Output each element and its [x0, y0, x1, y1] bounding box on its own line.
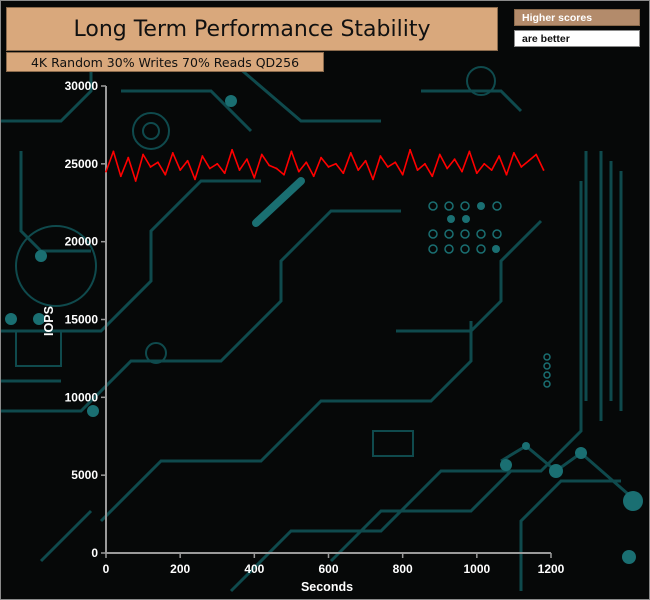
x-tick-label: 0 — [103, 562, 110, 576]
data-point — [379, 155, 382, 157]
data-point — [483, 162, 486, 165]
x-tick-label: 400 — [244, 562, 264, 576]
data-point — [208, 167, 211, 170]
data-point — [542, 169, 545, 171]
data-point — [327, 166, 330, 168]
data-point — [216, 162, 219, 165]
data-point — [409, 148, 411, 151]
data-point — [312, 175, 315, 178]
data-point — [275, 167, 278, 170]
y-tick-label: 10000 — [65, 390, 99, 404]
data-point — [535, 153, 538, 156]
data-point — [342, 172, 345, 175]
data-point — [231, 148, 233, 151]
note-are-better: are better — [514, 30, 640, 47]
data-point — [246, 158, 248, 161]
chart-subtitle-box: 4K Random 30% Writes 70% Reads QD256 — [6, 52, 324, 72]
x-tick-label: 600 — [318, 562, 338, 576]
data-point — [201, 155, 204, 157]
y-tick-label: 0 — [91, 546, 98, 560]
data-point — [290, 150, 293, 153]
x-axis-title: Seconds — [301, 580, 353, 594]
y-axis-title: IOPS — [42, 306, 56, 336]
y-tick-label: 15000 — [65, 313, 99, 327]
data-point — [438, 153, 441, 156]
data-point — [134, 180, 137, 182]
data-point — [357, 169, 360, 171]
data-point — [127, 156, 130, 159]
data-point — [424, 162, 426, 165]
x-tick-label: 200 — [170, 562, 190, 576]
note-line-1: Higher scores — [522, 11, 593, 24]
x-tick-label: 1200 — [538, 562, 565, 576]
x-tick-label: 800 — [393, 562, 413, 576]
data-point — [268, 164, 271, 167]
data-point — [305, 161, 308, 164]
note-line-2: are better — [522, 32, 570, 45]
data-point — [238, 169, 241, 171]
data-point — [157, 161, 159, 164]
data-point — [513, 152, 515, 154]
data-point — [401, 173, 404, 176]
data-point — [386, 166, 389, 168]
data-point — [453, 158, 456, 161]
data-point — [119, 175, 122, 178]
data-point — [186, 159, 189, 162]
data-point — [431, 175, 434, 178]
plot-area — [105, 148, 545, 182]
data-point — [112, 150, 115, 153]
chart-title-box: Long Term Performance Stability — [6, 7, 498, 51]
y-tick-label: 20000 — [65, 235, 99, 249]
chart-title: Long Term Performance Stability — [73, 16, 431, 42]
data-point — [194, 178, 196, 181]
data-point — [446, 167, 449, 170]
note-higher-scores: Higher scores — [514, 9, 640, 26]
data-point — [149, 166, 152, 168]
data-point — [475, 172, 478, 175]
data-point — [490, 169, 493, 171]
data-point — [349, 152, 352, 154]
data-point — [164, 173, 167, 176]
y-tick-label: 5000 — [71, 468, 98, 482]
y-axis: 0 5000 10000 15000 20000 25000 30000 — [65, 79, 107, 560]
data-point — [364, 159, 367, 162]
data-point — [468, 150, 471, 153]
y-tick-label: 25000 — [65, 157, 99, 171]
data-point — [171, 152, 174, 154]
data-point — [394, 161, 397, 164]
data-point — [283, 173, 285, 176]
data-point — [498, 155, 500, 157]
y-tick-label: 30000 — [65, 79, 99, 93]
data-point — [461, 170, 463, 173]
data-point — [179, 169, 182, 171]
chart-subtitle: 4K Random 30% Writes 70% Reads QD256 — [30, 54, 300, 70]
data-point — [105, 170, 107, 173]
data-point — [335, 162, 337, 165]
data-point — [253, 176, 256, 179]
series-line — [105, 149, 545, 182]
data-point — [527, 159, 530, 162]
data-point — [223, 172, 226, 175]
data-point — [320, 156, 322, 159]
data-point — [142, 153, 144, 156]
data-point — [520, 166, 523, 168]
data-point — [260, 153, 263, 156]
data-point — [505, 173, 508, 176]
x-tick-label: 1000 — [463, 562, 490, 576]
data-point — [297, 170, 300, 173]
data-point — [416, 169, 419, 171]
data-point — [372, 178, 374, 181]
x-axis: 0 200 400 600 800 1000 1200 — [103, 552, 565, 576]
